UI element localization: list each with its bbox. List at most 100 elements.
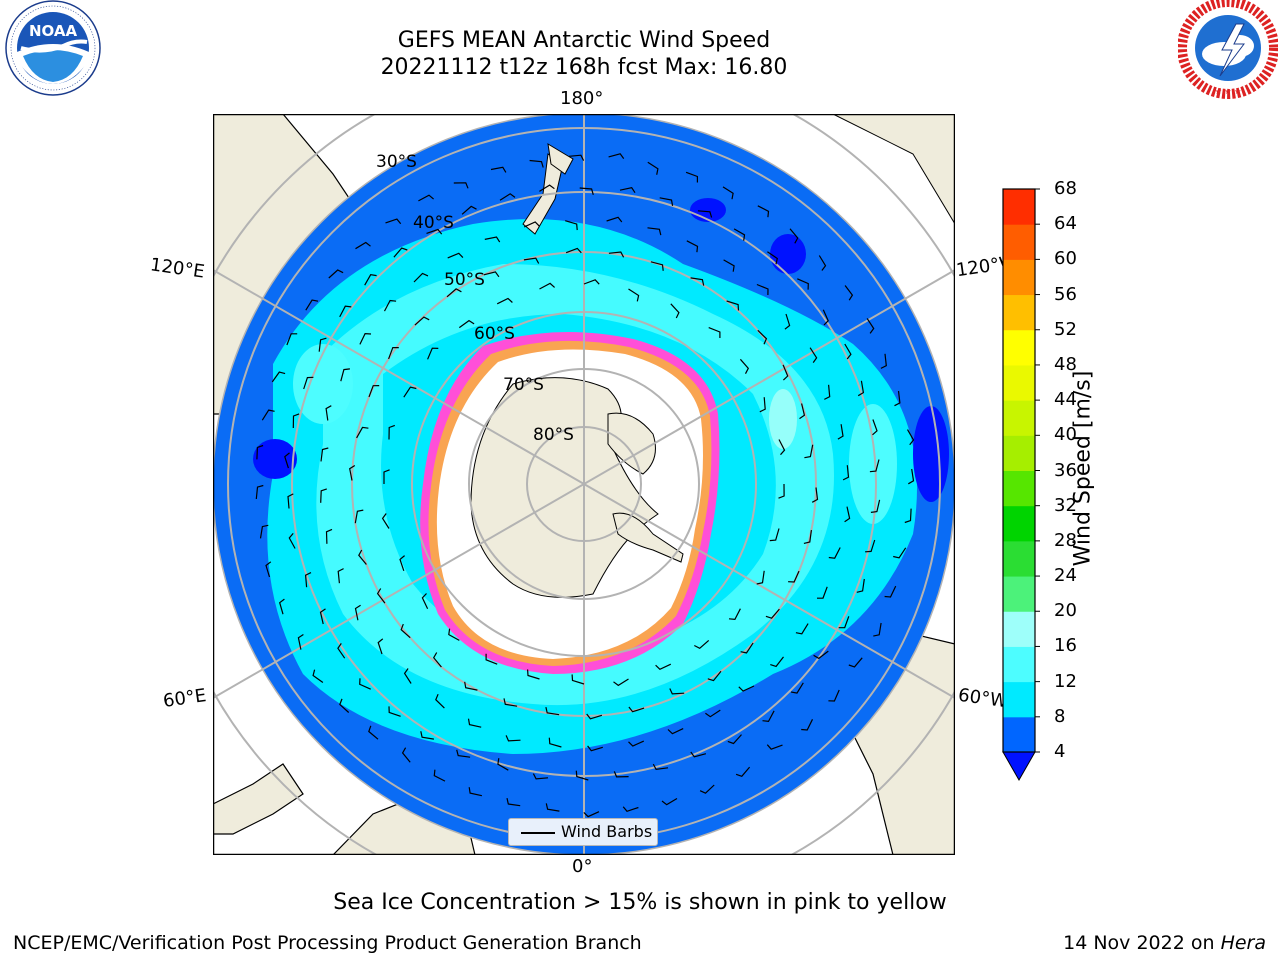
wind-barb	[368, 385, 380, 398]
wind-barb	[271, 371, 286, 383]
wind-barb	[325, 528, 333, 544]
wind-barb	[788, 570, 800, 583]
lat-label-30s: 30°S	[376, 152, 417, 172]
wind-barb	[722, 186, 734, 200]
wind-barb	[400, 623, 411, 639]
wind-barb	[739, 358, 750, 374]
wind-barb	[690, 277, 705, 286]
wind-barb	[647, 227, 662, 236]
wind-barb	[523, 257, 540, 264]
wind-barb	[447, 252, 464, 259]
wind-barb	[894, 390, 901, 407]
wind-barb	[809, 347, 818, 363]
colorbar-tick-label: 16	[1054, 635, 1077, 657]
wind-barb	[255, 484, 264, 500]
colorbar-tick-label: 24	[1054, 565, 1077, 587]
wind-barb	[505, 735, 521, 742]
wind-barb	[468, 787, 483, 797]
graticule	[213, 114, 955, 855]
wind-barb	[292, 413, 300, 429]
wind-barb	[456, 749, 471, 758]
wind-barb	[735, 766, 751, 778]
wind-barb	[484, 236, 501, 243]
wind-barb	[697, 210, 713, 218]
wind-barb	[355, 241, 371, 250]
wind-barb	[565, 220, 578, 231]
wind-barb	[432, 652, 442, 668]
wind-barb	[506, 797, 521, 807]
colorbar-cell	[1003, 294, 1035, 331]
colorbar-tick-label: 36	[1054, 459, 1077, 481]
wind-barb	[354, 509, 364, 524]
wind-barb	[801, 719, 814, 731]
wind-barb	[906, 429, 915, 446]
legend-line-icon	[521, 832, 555, 834]
wind-barb	[608, 153, 625, 159]
lat-label-80s: 80°S	[533, 425, 574, 445]
wind-barb	[304, 572, 312, 588]
wind-barb	[499, 193, 516, 201]
wind-barb	[279, 598, 285, 615]
wind-barb	[884, 585, 897, 598]
wind-barb	[497, 758, 509, 771]
wind-barb	[661, 797, 678, 806]
wind-barb	[328, 269, 344, 279]
wind-barb	[337, 643, 346, 659]
wind-barb	[870, 499, 881, 513]
wind-barb	[548, 737, 562, 748]
wind-barb	[893, 547, 907, 559]
lat-label-50s: 50°S	[444, 270, 485, 290]
wind-barb	[303, 376, 314, 390]
wind-barb	[385, 218, 402, 225]
wind-barb	[403, 386, 417, 398]
wind-barb	[705, 709, 721, 718]
footer-host: Hera	[1220, 932, 1266, 954]
noaa-logo-text: NOAA	[29, 22, 78, 40]
wind-barb	[803, 530, 812, 544]
wind-barb	[766, 744, 783, 750]
wind-barb	[608, 251, 625, 258]
wind-barb	[490, 166, 507, 173]
wind-barb	[320, 488, 327, 503]
wind-barb	[381, 513, 390, 529]
wind-barb	[650, 261, 664, 271]
colorbar-cell	[1003, 611, 1035, 647]
colorbar-cell	[1003, 259, 1035, 296]
wind-barb	[545, 803, 560, 812]
wind-barb	[738, 685, 755, 692]
wind-barb	[464, 681, 478, 691]
wind-barb	[844, 285, 854, 301]
colorbar-cell	[1003, 329, 1035, 366]
wind-barb	[628, 706, 645, 713]
chart-title: GEFS MEAN Antarctic Wind Speed	[397, 28, 771, 53]
wind-barb	[583, 279, 600, 285]
lat-label-60s: 60°S	[474, 324, 515, 344]
colorbar-tick-label: 68	[1054, 178, 1077, 199]
wind-barb	[869, 459, 880, 473]
wind-barb	[628, 740, 645, 747]
wind-barb	[529, 159, 544, 168]
noaa-logo: NOAA	[5, 0, 101, 96]
wind-barb	[503, 698, 518, 707]
wind-barb	[388, 706, 401, 717]
wind-barb	[690, 751, 707, 758]
wind-barb	[685, 171, 698, 183]
wind-barb	[799, 403, 806, 420]
wind-barb	[575, 770, 589, 781]
lon-label-60e: 60°E	[161, 685, 208, 712]
wind-barb	[778, 439, 786, 456]
wind-barb	[339, 698, 350, 713]
wind-barb	[368, 725, 379, 740]
wind-barb	[844, 506, 851, 523]
wind-barb	[318, 337, 327, 352]
wind-barb	[865, 539, 876, 553]
wind-barb	[284, 452, 290, 469]
colorbar-cell	[1003, 576, 1035, 612]
wind-barb	[669, 688, 685, 695]
wind-barb	[628, 288, 640, 302]
colorbar-tick-label: 56	[1054, 283, 1077, 305]
wind-barb	[383, 299, 397, 312]
wind-barb	[619, 187, 636, 194]
colorbar-tick-label: 60	[1054, 248, 1077, 270]
wind-barb	[288, 533, 296, 549]
